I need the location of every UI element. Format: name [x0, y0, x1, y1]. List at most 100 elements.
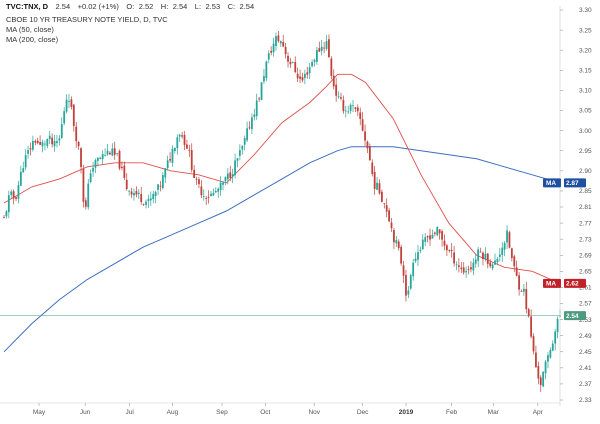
candle-body	[125, 179, 128, 190]
candle-body	[224, 177, 227, 182]
candle-body	[34, 140, 37, 143]
y-tick-label: 3.15	[579, 68, 592, 75]
candle-body	[137, 192, 140, 195]
ma50-legend[interactable]: MA (50, close)	[6, 25, 54, 34]
candle-body	[248, 127, 251, 129]
close-label: C:	[228, 2, 236, 11]
candle-body	[22, 168, 25, 173]
candle-body	[36, 140, 39, 144]
svg-text:TVC:TNX, D 2.54: TVC:TNX, D 2.54 +0.02 (+1%) O: 2.52 H: 2…	[6, 0, 254, 13]
candle-body	[518, 275, 520, 290]
candle-body	[482, 252, 484, 260]
candle-body	[412, 262, 415, 277]
candle-body	[303, 73, 306, 79]
y-tick-label: 2.81	[579, 204, 592, 211]
candle-body	[111, 148, 114, 156]
candle-body	[195, 178, 198, 180]
candle-body	[421, 239, 424, 250]
candle-body	[506, 230, 508, 243]
candle-body	[135, 191, 138, 195]
candle-body	[407, 290, 410, 295]
candle-body	[397, 241, 400, 248]
candle-body	[340, 97, 342, 99]
candle-body	[417, 252, 419, 260]
candle-body	[289, 61, 292, 65]
candle-body	[366, 141, 369, 149]
high-label: H:	[161, 2, 169, 11]
candle-body	[373, 171, 376, 189]
chart-header: TVC:TNX, D 2.54 +0.02 (+1%) O: 2.52 H: 2…	[6, 0, 254, 44]
x-tick-label: Jul	[125, 409, 134, 416]
candle-body	[113, 148, 116, 155]
candle-body	[68, 101, 70, 102]
last-value: 2.54	[56, 2, 71, 11]
candle-body	[549, 350, 552, 358]
candle-body	[371, 162, 374, 174]
candle-body	[409, 275, 412, 289]
candle-body	[491, 264, 494, 269]
candle-body	[508, 232, 511, 248]
candle-body	[388, 210, 391, 222]
candle-body	[467, 269, 470, 271]
candle-layer	[3, 30, 561, 392]
candle-body	[207, 197, 210, 198]
candle-body	[347, 111, 350, 113]
candle-body	[183, 135, 186, 145]
candle-body	[385, 205, 388, 212]
candle-body	[3, 217, 5, 218]
candle-body	[263, 76, 265, 82]
y-tick-label: 3.20	[579, 47, 592, 54]
candle-body	[29, 148, 32, 150]
y-tick-label: 2.61	[579, 285, 592, 292]
candle-body	[251, 117, 253, 130]
candle-body	[210, 193, 212, 197]
ma200-legend[interactable]: MA (200, close)	[6, 35, 59, 44]
candle-body	[470, 267, 472, 270]
ma200-layer	[3, 146, 561, 353]
candle-body	[87, 183, 90, 208]
candle-body	[424, 237, 427, 242]
candle-body	[323, 47, 326, 49]
candle-body	[51, 137, 54, 145]
last-badge-value: 2.54	[566, 313, 579, 320]
candle-body	[265, 61, 268, 78]
candle-body	[402, 265, 405, 276]
x-axis[interactable]: May Jun Jul Aug Sep Oct Nov Dec 2019 Feb Mar Apr	[0, 402, 560, 416]
y-tick-label: 2.53	[579, 317, 592, 324]
candle-body	[525, 288, 528, 310]
candle-body	[513, 256, 516, 267]
candle-body	[438, 229, 441, 234]
candle-body	[101, 153, 104, 160]
candle-body	[554, 331, 557, 344]
y-axis[interactable]: 3.30 3.25 3.20 3.15 3.10 3.05 3.00 2.95 2.90 2.85…	[559, 6, 592, 406]
candle-body	[157, 184, 159, 190]
candle-body	[27, 150, 29, 154]
candle-body	[7, 195, 10, 213]
candle-body	[116, 153, 119, 154]
candle-body	[118, 150, 121, 169]
last-price-badge: 2.54	[564, 311, 586, 321]
candle-body	[445, 245, 448, 251]
candle-body	[431, 234, 434, 239]
candle-body	[441, 231, 443, 240]
candle-body	[484, 253, 487, 260]
x-tick-label: Mar	[488, 409, 500, 416]
y-tick-label: 2.69	[579, 252, 592, 259]
y-tick-label: 2.90	[579, 168, 592, 175]
candle-body	[477, 249, 480, 261]
candle-body	[226, 173, 229, 180]
candle-body	[542, 371, 545, 387]
candle-body	[325, 41, 328, 49]
candle-body	[202, 196, 205, 198]
candle-body	[270, 50, 273, 53]
y-tick-label: 2.73	[579, 236, 592, 243]
candle-body	[178, 134, 181, 137]
candle-body	[530, 316, 533, 337]
candle-body	[465, 271, 468, 273]
candle-body	[267, 53, 270, 60]
y-tick-label: 2.65	[579, 269, 592, 276]
candle-body	[419, 249, 422, 251]
